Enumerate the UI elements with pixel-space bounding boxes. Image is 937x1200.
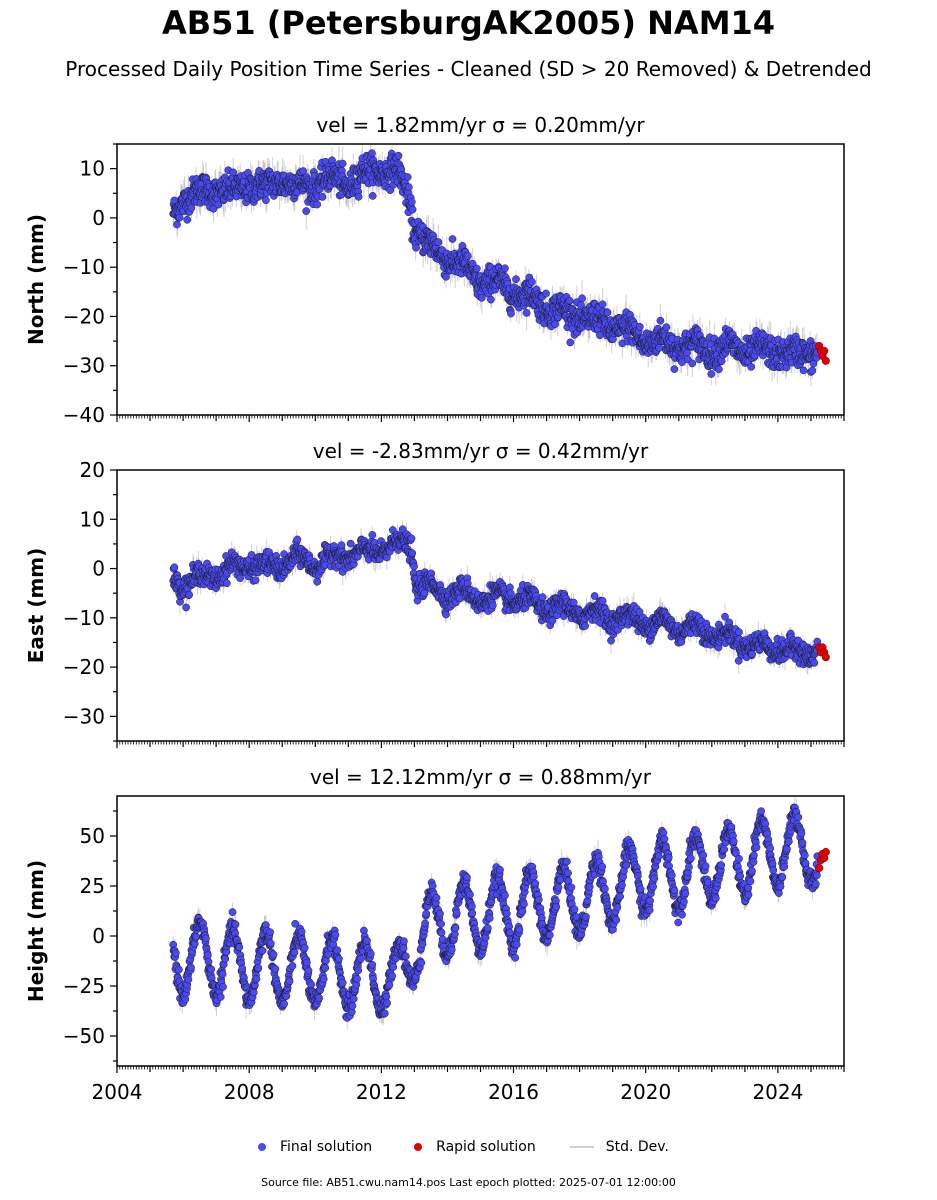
final-point: [368, 149, 376, 158]
rapid-solution-points: [815, 341, 830, 365]
final-point: [747, 363, 756, 371]
final-point: [222, 579, 231, 588]
final-point: [565, 296, 574, 305]
final-point: [175, 213, 184, 222]
final-point: [477, 293, 486, 302]
final-point: [214, 200, 223, 209]
final-point: [715, 365, 723, 374]
y-tick-label: −30: [63, 354, 105, 378]
final-point: [404, 183, 413, 191]
final-point: [442, 272, 450, 281]
final-point: [578, 294, 586, 303]
final-point: [488, 601, 497, 610]
final-point: [472, 264, 481, 273]
final-point: [581, 622, 589, 630]
final-point: [808, 366, 817, 375]
final-point: [528, 277, 536, 286]
y-tick-label: −10: [63, 255, 105, 279]
final-point: [542, 289, 550, 298]
final-point: [338, 159, 347, 168]
final-point: [522, 309, 531, 317]
final-solution-points: [169, 525, 822, 669]
final-point: [434, 238, 443, 247]
final-point: [318, 193, 327, 201]
final-point: [420, 589, 429, 598]
final-point: [635, 322, 644, 331]
final-point: [569, 598, 578, 607]
y-tick-label: −20: [63, 304, 105, 328]
final-point: [463, 252, 472, 260]
final-point: [299, 167, 307, 175]
page-title: AB51 (PetersburgAK2005) NAM14: [161, 4, 776, 42]
panel-title: vel = 1.82mm/yr σ = 0.20mm/yr: [316, 113, 645, 137]
final-point: [707, 370, 716, 378]
final-point: [598, 597, 607, 605]
final-point: [313, 577, 322, 586]
final-point: [229, 168, 238, 177]
y-axis-label: East (mm): [24, 548, 48, 664]
data-layer: [169, 520, 830, 675]
data-layer: [169, 144, 830, 387]
final-point: [448, 235, 457, 243]
rapid-point: [821, 356, 830, 365]
final-point: [313, 200, 322, 209]
final-point: [407, 198, 416, 206]
panel-title: vel = -2.83mm/yr σ = 0.42mm/yr: [313, 439, 649, 463]
final-point: [662, 323, 671, 332]
final-point: [598, 300, 607, 309]
final-point: [655, 344, 664, 352]
final-point: [548, 616, 557, 625]
final-point: [293, 535, 302, 544]
final-point: [368, 531, 377, 539]
north-panel: vel = 1.82mm/yr σ = 0.20mm/yr North (mm) 1…: [24, 113, 845, 427]
final-solution-points: [169, 149, 822, 378]
final-point: [501, 264, 509, 273]
rapid-point: [820, 346, 829, 355]
final-point: [603, 308, 612, 317]
final-point: [487, 295, 495, 304]
final-point: [596, 331, 604, 340]
final-point: [187, 204, 196, 212]
final-point: [173, 220, 181, 229]
final-point: [394, 151, 403, 160]
final-point: [262, 196, 270, 205]
final-point: [408, 549, 417, 557]
final-point: [408, 205, 417, 214]
final-point: [670, 365, 679, 373]
final-point: [182, 603, 190, 612]
final-point: [799, 366, 808, 375]
final-point: [236, 574, 244, 582]
final-point: [566, 338, 575, 347]
y-tick-label: 0: [92, 206, 105, 230]
y-tick-label: −40: [63, 403, 105, 427]
page-subtitle: Processed Daily Position Time Series - C…: [65, 57, 872, 81]
final-point: [688, 359, 697, 368]
final-point: [590, 592, 599, 600]
final-point: [407, 534, 416, 543]
final-point: [656, 316, 665, 325]
final-point: [412, 243, 420, 252]
final-point: [368, 192, 377, 200]
y-axis-label: North (mm): [24, 214, 48, 345]
final-point: [183, 215, 192, 224]
final-point: [538, 593, 547, 601]
y-tick-label: 10: [80, 157, 105, 181]
final-point: [346, 539, 355, 548]
final-point: [302, 207, 311, 215]
final-point: [507, 309, 515, 318]
final-point: [354, 192, 363, 201]
final-point: [251, 576, 260, 585]
final-point: [403, 173, 412, 181]
final-point: [209, 204, 218, 213]
final-point: [170, 563, 179, 572]
final-point: [337, 541, 346, 550]
final-point: [410, 562, 418, 571]
final-point: [512, 275, 520, 284]
final-point: [635, 607, 644, 616]
final-point: [442, 610, 450, 619]
final-point: [185, 590, 193, 599]
